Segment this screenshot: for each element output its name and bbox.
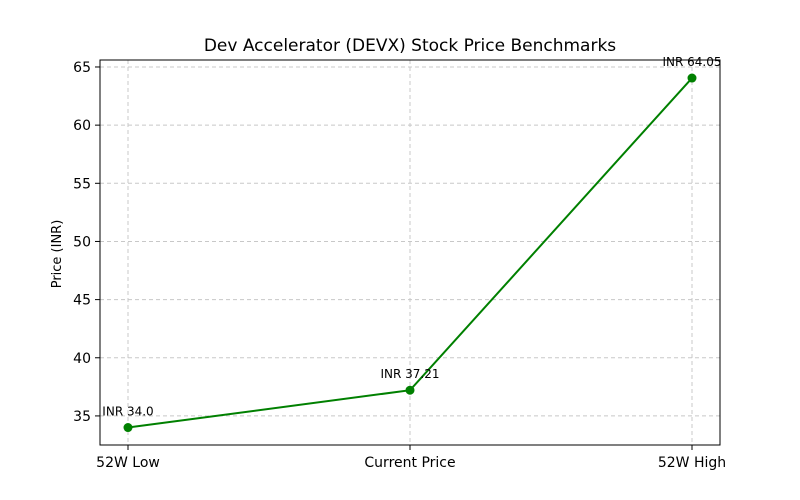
y-tick-label: 55 <box>73 176 91 192</box>
y-tick-label: 40 <box>73 351 91 367</box>
y-tick-label: 35 <box>73 409 91 425</box>
tick-marks: 35 40 45 50 55 60 65 52W Low Current Price 52W Hi… <box>73 60 726 471</box>
data-point <box>123 423 133 433</box>
data-label: INR 64.05 <box>662 55 721 69</box>
data-label: INR 37.21 <box>380 367 439 381</box>
y-tick-label: 45 <box>73 293 91 309</box>
data-series <box>123 73 697 433</box>
data-point <box>405 385 415 395</box>
x-tick-label: 52W High <box>658 455 726 471</box>
chart-title: Dev Accelerator (DEVX) Stock Price Bench… <box>204 36 616 56</box>
y-tick-label: 65 <box>73 60 91 76</box>
grid-lines <box>100 60 720 445</box>
y-tick-label: 60 <box>73 118 91 134</box>
y-axis-label: Price (INR) <box>50 220 65 289</box>
x-tick-label: Current Price <box>364 455 455 471</box>
y-tick-label: 50 <box>73 234 91 250</box>
data-point <box>687 73 697 83</box>
data-label: INR 34.0 <box>102 405 153 419</box>
data-labels: INR 34.0 INR 37.21 INR 64.05 <box>102 55 721 419</box>
x-tick-label: 52W Low <box>96 455 160 471</box>
